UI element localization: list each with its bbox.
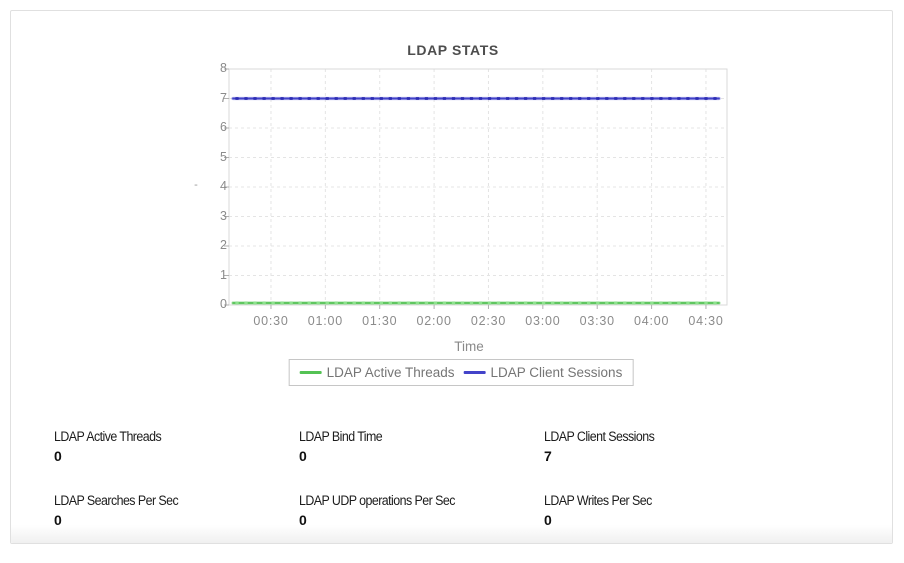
stat-client-sessions: LDAP Client Sessions 7	[544, 428, 789, 465]
ldap-stats-values: LDAP Active Threads 0 LDAP Bind Time 0 L…	[54, 428, 789, 529]
legend-label: LDAP Client Sessions	[490, 365, 623, 380]
y-tick-label: 0	[220, 297, 227, 311]
x-tick-label: 00:30	[253, 314, 289, 328]
panel-footer	[11, 525, 892, 543]
stat-active-threads: LDAP Active Threads 0	[54, 428, 299, 465]
stat-value: 0	[544, 512, 552, 528]
stat-value: 0	[54, 512, 62, 528]
y-tick-label: 4	[220, 179, 227, 193]
y-tick-label: 7	[220, 90, 227, 105]
stat-value: 0	[299, 448, 307, 464]
legend-swatch-blue	[463, 371, 486, 374]
x-tick-label: 02:00	[416, 314, 452, 328]
x-tick-label: 01:00	[307, 314, 343, 328]
legend-swatch-green	[299, 371, 322, 374]
stat-label: LDAP Bind Time	[299, 429, 383, 444]
y-tick-label: 6	[220, 120, 227, 134]
stat-value: 0	[299, 512, 307, 528]
y-tick-label: 2	[220, 238, 227, 252]
x-tick-label: 03:00	[525, 314, 561, 328]
x-tick-label: 03:30	[579, 314, 615, 328]
ldap-stats-chart: LDAP STATS - Time LDAP Active Threads LD…	[11, 11, 894, 421]
stat-label: LDAP UDP operations Per Sec	[299, 493, 455, 508]
y-tick-label: 1	[220, 267, 227, 282]
x-tick-label: 04:00	[633, 314, 670, 328]
stat-label: LDAP Client Sessions	[544, 429, 655, 444]
ldap-stats-panel: LDAP STATS - Time LDAP Active Threads LD…	[10, 10, 893, 544]
stat-writes-per-sec: LDAP Writes Per Sec 0	[544, 492, 789, 529]
stat-value: 0	[54, 448, 62, 464]
chart-title: LDAP STATS	[407, 42, 499, 58]
y-tick-label: 5	[220, 149, 227, 164]
stat-value: 7	[544, 448, 552, 464]
x-tick-label: 04:30	[688, 314, 724, 328]
stat-udp-operations-per-sec: LDAP UDP operations Per Sec 0	[299, 492, 544, 529]
x-tick-label: 02:30	[470, 314, 507, 328]
x-axis-title: Time	[454, 339, 484, 354]
legend-item-client-sessions[interactable]: LDAP Client Sessions	[463, 365, 623, 380]
y-axis-label: -	[194, 179, 198, 191]
stat-label: LDAP Active Threads	[54, 429, 162, 444]
stat-searches-per-sec: LDAP Searches Per Sec 0	[54, 492, 299, 529]
y-tick-label: 3	[220, 208, 227, 223]
stat-bind-time: LDAP Bind Time 0	[299, 428, 544, 465]
legend-item-active-threads[interactable]: LDAP Active Threads	[299, 365, 455, 380]
legend-label: LDAP Active Threads	[326, 365, 455, 380]
plot-svg	[224, 68, 728, 309]
stat-label: LDAP Writes Per Sec	[544, 493, 652, 508]
stat-label: LDAP Searches Per Sec	[54, 493, 179, 508]
y-tick-label: 8	[220, 61, 227, 75]
chart-legend: LDAP Active Threads LDAP Client Sessions	[288, 359, 634, 386]
x-tick-label: 01:30	[362, 314, 398, 328]
